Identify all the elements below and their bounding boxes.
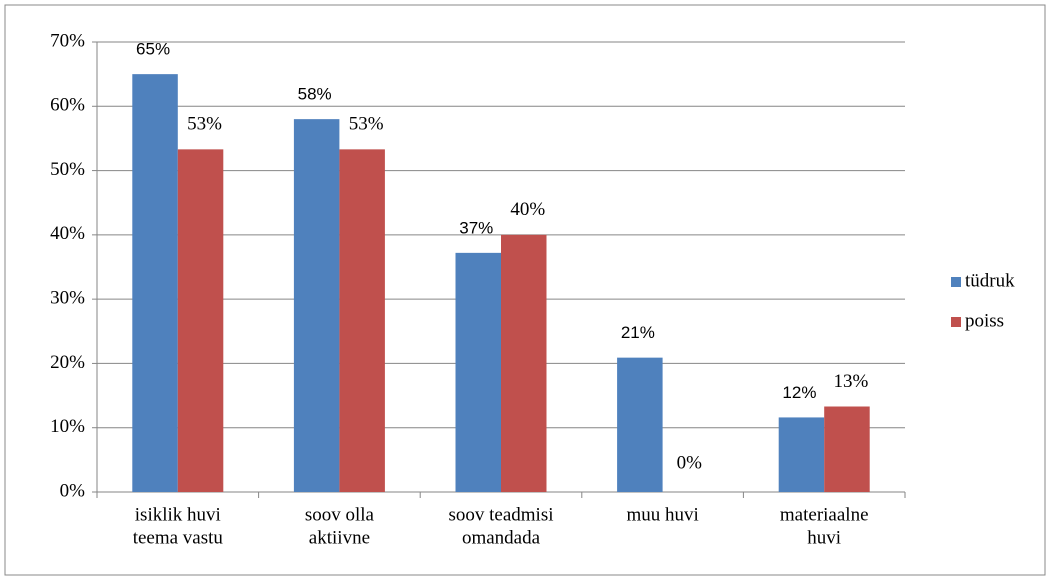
x-tick-label: huvi [807,527,841,548]
bar [177,149,224,492]
x-tick-label: omandada [462,527,541,548]
value-label: 0% [677,452,703,473]
legend-label: poiss [965,310,1004,331]
x-tick-label: muu huvi [626,504,698,525]
bar [132,74,178,493]
legend-swatch [951,277,961,287]
value-label: 58% [298,85,332,104]
y-tick-label: 30% [50,288,85,309]
x-tick-label: soov olla [305,504,375,525]
y-tick-label: 50% [50,159,85,180]
value-label: 13% [834,371,869,392]
value-label: 53% [349,114,384,135]
x-tick-label: isiklik huvi [135,504,221,525]
value-label: 53% [187,114,222,135]
bar [617,357,663,492]
value-label: 40% [510,199,545,220]
bar [455,252,501,492]
y-tick-label: 70% [50,30,85,51]
y-tick-label: 0% [60,480,86,501]
bar [778,417,825,492]
y-tick-label: 20% [50,352,85,373]
value-label: 21% [621,323,655,342]
value-label: 65% [136,40,170,59]
y-tick-label: 40% [50,223,85,244]
x-tick-label: aktiivne [309,527,370,548]
y-tick-label: 60% [50,95,85,116]
value-label: 12% [782,383,816,402]
legend-label: tüdruk [965,270,1015,291]
bar [824,406,870,492]
bar [501,234,547,492]
legend-swatch [951,317,961,327]
x-tick-label: soov teadmisi [448,504,553,525]
value-label: 37% [459,218,493,237]
bar [293,119,340,493]
y-tick-label: 10% [50,416,85,437]
x-tick-label: teema vastu [133,527,224,548]
bar [339,149,385,492]
x-tick-label: materiaalne [780,504,869,525]
